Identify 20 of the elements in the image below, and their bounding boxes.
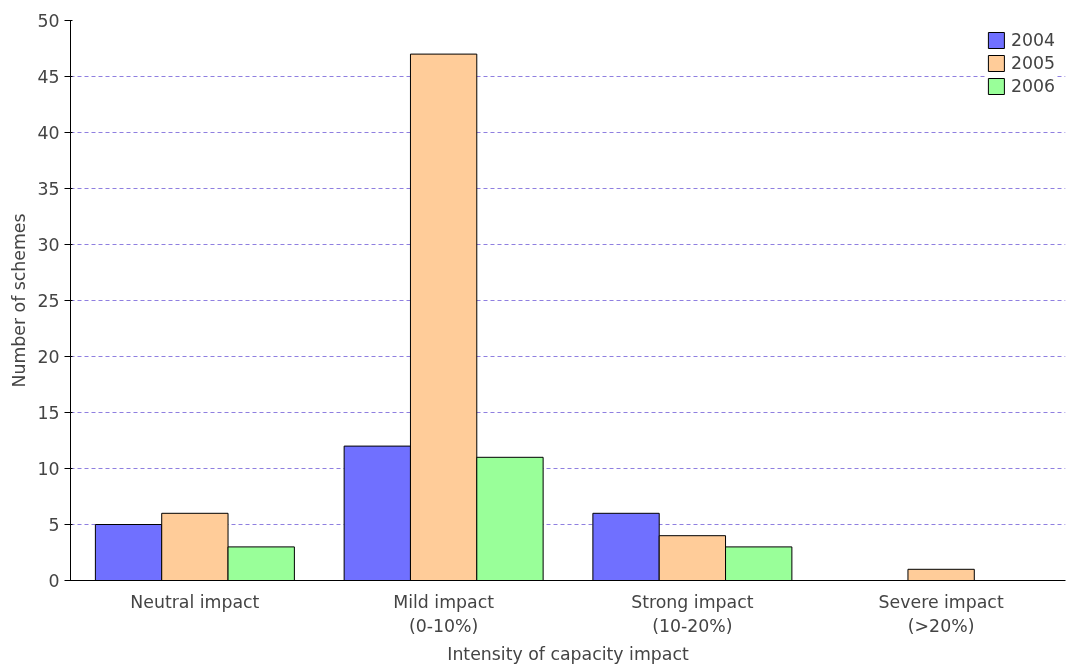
y-axis-title: Number of schemes bbox=[9, 213, 30, 388]
y-tick-label: 45 bbox=[37, 67, 60, 87]
legend-label: 2004 bbox=[1010, 30, 1055, 50]
y-tick-label: 15 bbox=[37, 403, 60, 423]
legend-label: 2006 bbox=[1010, 76, 1055, 96]
y-tick-label: 25 bbox=[37, 291, 60, 311]
y-tick-label: 40 bbox=[37, 123, 60, 143]
x-tick-label: Mild impact (0-10%) bbox=[393, 591, 495, 636]
y-tick-label: 10 bbox=[37, 459, 60, 479]
y-tick-label: 35 bbox=[37, 179, 60, 199]
x-tick-label: Strong impact (10-20%) bbox=[631, 591, 754, 636]
y-tick-label: 0 bbox=[48, 571, 60, 591]
x-axis-title: Intensity of capacity impact bbox=[447, 643, 689, 664]
y-tick-label: 5 bbox=[48, 515, 60, 535]
legend-label: 2005 bbox=[1010, 53, 1055, 73]
x-tick-label: Neutral impact bbox=[130, 591, 260, 612]
y-tick-label: 30 bbox=[37, 235, 60, 255]
y-tick-label: 20 bbox=[37, 347, 60, 367]
y-tick-label: 50 bbox=[37, 11, 60, 31]
x-tick-label: Severe impact (>20%) bbox=[878, 591, 1004, 636]
